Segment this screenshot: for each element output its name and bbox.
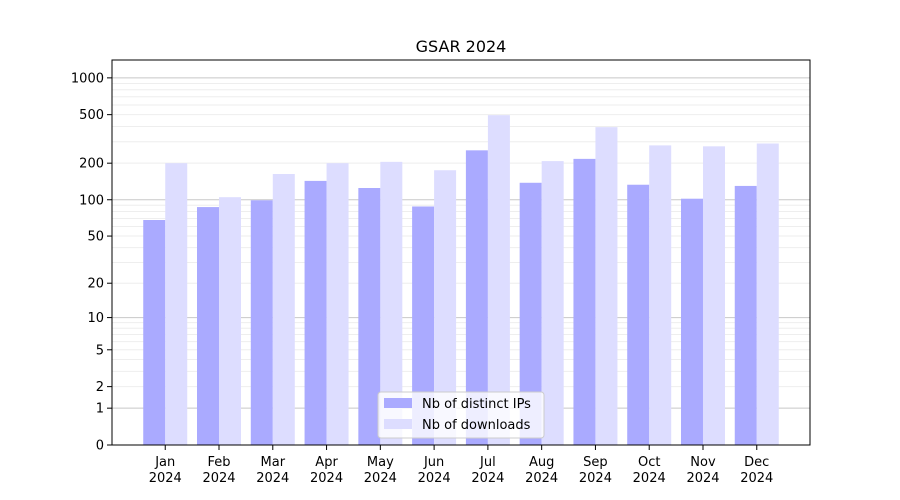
y-tick-label: 0 [96, 439, 104, 454]
bar-downloads [326, 163, 349, 445]
chart-title: GSAR 2024 [416, 37, 507, 56]
legend-label-downloads: Nb of downloads [422, 418, 531, 433]
y-tick-label: 50 [87, 230, 104, 245]
legend: Nb of distinct IPs Nb of downloads [377, 391, 545, 439]
bar-downloads [434, 170, 457, 446]
bar-downloads [165, 163, 188, 445]
y-tick-label: 200 [79, 157, 104, 172]
x-tick-label-year: 2024 [525, 471, 558, 486]
x-tick-label-year: 2024 [579, 471, 612, 486]
x-tick-label-month: Nov [690, 455, 716, 470]
bar-distinct-ips [143, 220, 166, 445]
x-tick-label-month: May [367, 455, 394, 470]
x-tick-label-year: 2024 [364, 471, 397, 486]
legend-box [377, 391, 545, 439]
bar-distinct-ips [573, 158, 596, 445]
y-tick-label: 100 [79, 193, 104, 208]
y-tick-label: 1000 [71, 71, 104, 86]
bar-downloads [649, 145, 672, 445]
legend-swatch-distinct-ips [384, 398, 412, 408]
y-tick-label: 20 [87, 277, 104, 292]
x-tick-label-year: 2024 [202, 471, 235, 486]
bar-downloads [541, 161, 564, 446]
x-tick-label-year: 2024 [471, 471, 504, 486]
x-tick-label-month: Sep [583, 455, 608, 470]
bar-downloads [272, 173, 295, 446]
x-tick-label-month: Apr [315, 455, 338, 470]
bar-distinct-ips [519, 182, 542, 445]
y-tick-label: 2 [96, 380, 104, 395]
x-tick-label-year: 2024 [256, 471, 289, 486]
y-tick-label: 1 [96, 402, 104, 417]
y-tick-label: 500 [79, 108, 104, 123]
x-tick-label-year: 2024 [686, 471, 719, 486]
x-tick-label-year: 2024 [740, 471, 773, 486]
y-axis: 0 1 2 5 10 20 50 100 200 500 1000 [71, 71, 112, 454]
bar-downloads [380, 161, 403, 445]
bar-downloads [702, 146, 725, 445]
y-tick-label: 10 [87, 311, 104, 326]
x-tick-label-year: 2024 [633, 471, 666, 486]
bar-distinct-ips [197, 207, 220, 445]
x-axis: Jan2024Feb2024Mar2024Apr2024May2024Jun20… [149, 445, 773, 486]
bar-distinct-ips [250, 200, 273, 445]
bar-distinct-ips [412, 206, 435, 445]
x-tick-label-year: 2024 [418, 471, 451, 486]
y-tick-label: 5 [96, 343, 104, 358]
bar-downloads [756, 143, 779, 445]
legend-label-distinct-ips: Nb of distinct IPs [422, 397, 531, 412]
x-tick-label-month: Jun [423, 455, 444, 470]
bar-distinct-ips [627, 184, 650, 446]
x-tick-label-year: 2024 [149, 471, 182, 486]
legend-swatch-downloads [384, 419, 412, 429]
plot-frame [111, 59, 811, 446]
x-tick-label-month: Aug [529, 455, 554, 470]
x-tick-label-month: Mar [261, 455, 286, 470]
bar-downloads [595, 127, 618, 445]
bar-distinct-ips [680, 198, 703, 445]
x-tick-label-month: Feb [207, 455, 230, 470]
x-tick-label-month: Oct [638, 455, 660, 470]
x-tick-label-month: Jul [479, 455, 496, 470]
bars [143, 115, 779, 446]
bar-distinct-ips [465, 150, 488, 445]
bar-distinct-ips [358, 188, 381, 445]
x-tick-label-month: Dec [744, 455, 769, 470]
bar-downloads [487, 115, 510, 446]
bar-distinct-ips [734, 185, 757, 445]
x-tick-label-year: 2024 [310, 471, 343, 486]
bar-distinct-ips [304, 180, 327, 445]
bar-downloads [219, 197, 242, 445]
x-tick-label-month: Jan [154, 455, 175, 470]
